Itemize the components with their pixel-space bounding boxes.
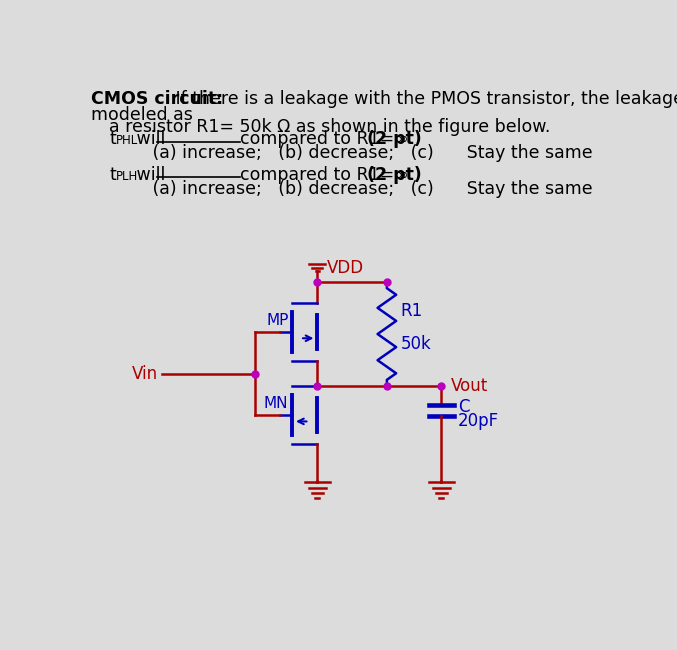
Text: R1: R1: [401, 302, 423, 320]
Text: If there is a leakage with the PMOS transistor, the leakage can be: If there is a leakage with the PMOS tran…: [170, 90, 677, 109]
Text: 50k: 50k: [401, 335, 431, 354]
Text: compared to R1=∞: compared to R1=∞: [240, 166, 408, 184]
Text: a resistor R1= 50k Ω as shown in the figure below.: a resistor R1= 50k Ω as shown in the fig…: [110, 118, 551, 136]
Text: (2 pt): (2 pt): [362, 166, 422, 184]
Text: Vout: Vout: [450, 377, 487, 395]
Text: PLH: PLH: [116, 170, 138, 183]
Text: 20pF: 20pF: [458, 411, 500, 430]
Text: CMOS circuit:: CMOS circuit:: [91, 90, 223, 109]
Text: modeled as: modeled as: [91, 106, 193, 124]
Text: t: t: [110, 166, 116, 184]
Text: MN: MN: [264, 396, 288, 411]
Text: (2 pt): (2 pt): [362, 131, 422, 148]
Text: VDD: VDD: [326, 259, 364, 277]
Text: compared to R1=∞: compared to R1=∞: [240, 131, 408, 148]
Text: will: will: [131, 131, 171, 148]
Text: PHL: PHL: [116, 134, 138, 147]
Text: (a) increase;   (b) decrease;   (c)      Stay the same: (a) increase; (b) decrease; (c) Stay the…: [125, 179, 592, 198]
Text: (a) increase;   (b) decrease;   (c)      Stay the same: (a) increase; (b) decrease; (c) Stay the…: [125, 144, 592, 162]
Text: will: will: [131, 166, 171, 184]
Text: C: C: [458, 398, 470, 416]
Text: Vin: Vin: [132, 365, 158, 383]
Text: t: t: [110, 131, 116, 148]
Text: MP: MP: [266, 313, 288, 328]
